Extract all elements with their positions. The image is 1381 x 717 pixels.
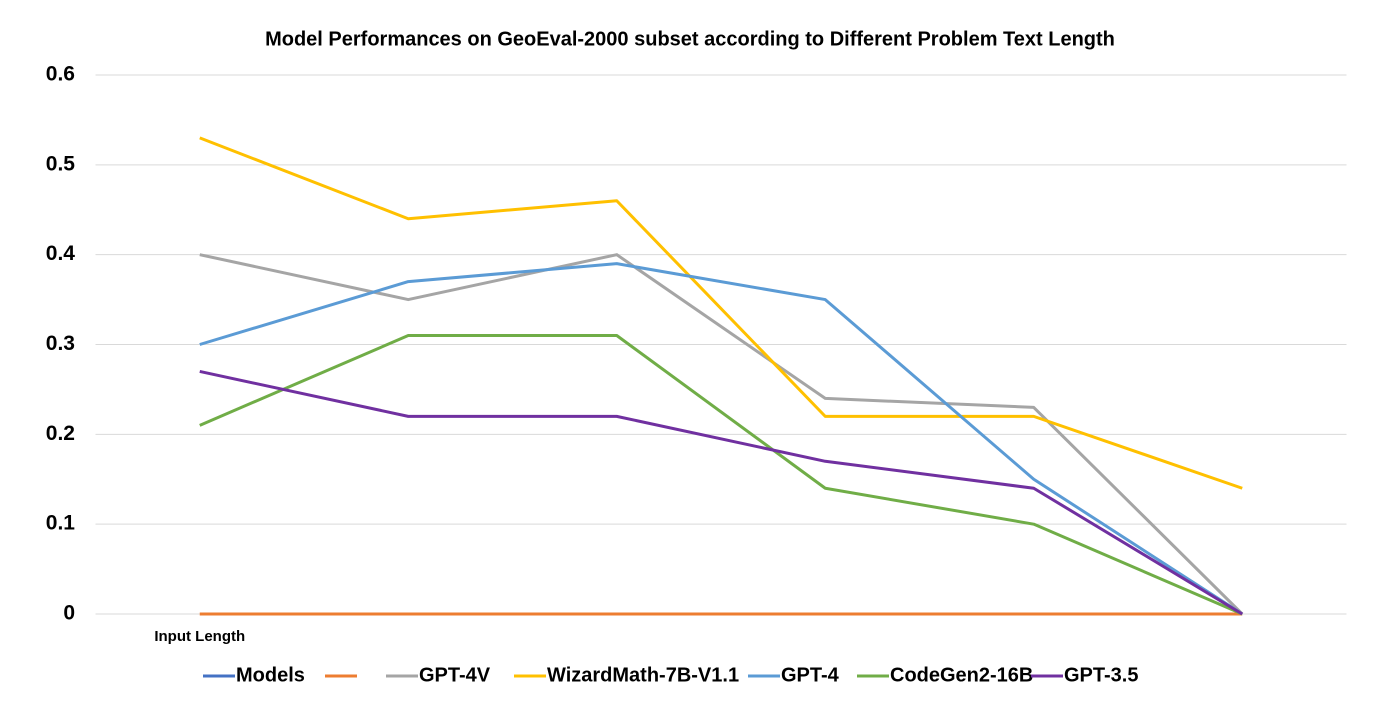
legend-label: Models [236,664,305,686]
y-tick-label: 0.5 [46,152,76,175]
legend-label: WizardMath-7B-V1.1 [547,664,739,686]
legend-label: GPT-4 [781,664,840,686]
y-tick-label: 0.4 [46,242,76,265]
y-tick-label: 0.3 [46,332,75,355]
x-tick-label: Input Length [154,628,245,645]
chart-title: Model Performances on GeoEval-2000 subse… [265,28,1115,50]
legend-label: CodeGen2-16B [890,664,1033,686]
y-tick-label: 0.2 [46,422,75,445]
legend-label: GPT-4V [419,664,491,686]
series-line [199,369,1244,616]
series-line [199,262,1244,616]
y-tick-label: 0.1 [46,512,76,535]
series-line [199,136,1243,490]
y-tick-label: 0.6 [46,63,75,86]
legend-label: GPT-3.5 [1064,664,1138,686]
series-line [199,334,1243,616]
y-tick-label: 0 [63,602,75,625]
